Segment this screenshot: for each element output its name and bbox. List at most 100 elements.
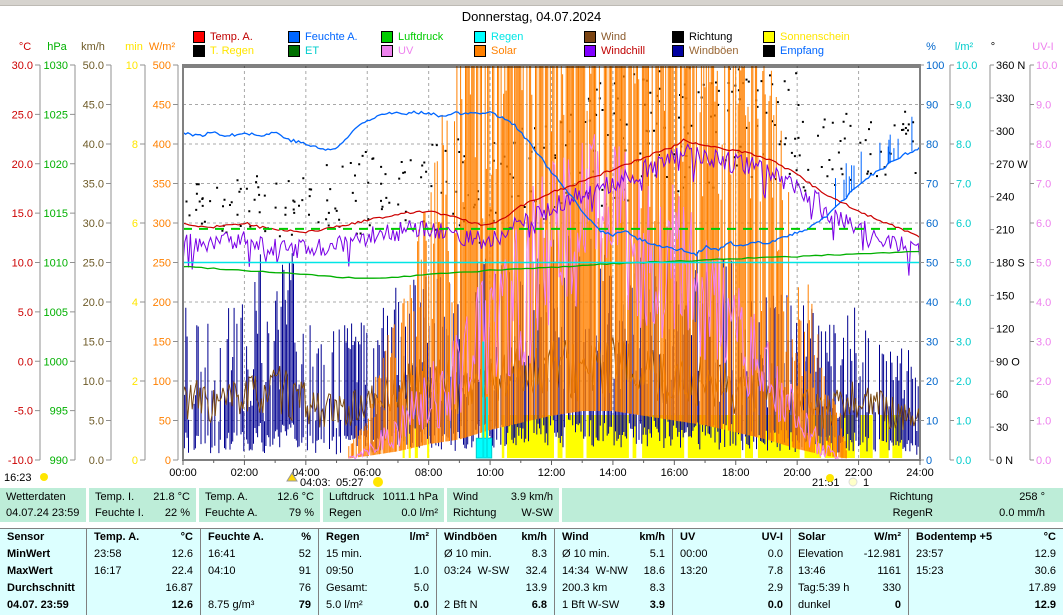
stats-col-unit: °C — [1043, 531, 1056, 543]
legend-color-box — [288, 31, 300, 43]
band-value: 12.6 °C — [277, 490, 314, 503]
stats-col-name: UV — [680, 531, 696, 543]
axis-tick-label: 25.0 — [83, 258, 104, 270]
axis-tick-label: 6.0 — [956, 218, 971, 230]
axis-right-3: UV-I 10.0 9.0 8.0 7.0 6.0 5.0 4.0 3.0 2.0 1.0 0.0 — [1029, 41, 1057, 467]
band-label: Richtung — [453, 506, 497, 519]
axis-tick-label: 1.0 — [956, 416, 971, 428]
axis-tick-label: 25.0 — [12, 109, 33, 121]
stats-column-feuchte-a-: Feuchte A.% 16:41 52 04:10 91 76 8.75 g/m³ 79 — [200, 529, 318, 615]
stats-cell-value: 13.9 — [525, 582, 547, 594]
axis-tick-label: 360 N — [996, 60, 1025, 72]
legend-item-uv: UV — [381, 45, 413, 57]
stats-cell-value: 91 — [298, 565, 311, 577]
band-label: Luftdruck — [329, 490, 375, 503]
axis-unit-label: min — [125, 41, 143, 53]
legend-label: Luftdruck — [398, 31, 444, 43]
legend-label: Solar — [491, 45, 517, 57]
x-tick-label: 02:00 — [231, 467, 259, 479]
sunrise-icon — [286, 472, 298, 482]
legend-color-box — [672, 31, 684, 43]
stats-table: Sensor MinWert MaxWert Durchschnitt 04.07. 2… — [0, 528, 1063, 615]
axis-tick-label: 35.0 — [83, 179, 104, 191]
axis-left-1: hPa 1030 1025 1020 1015 1010 1005 1000 995 990 — [44, 41, 76, 467]
band-value: 3.9 km/h — [510, 490, 553, 503]
axis-tick-label: 15.0 — [12, 208, 33, 220]
axis-tick-label: 30.0 — [83, 218, 104, 230]
axis-tick-label: 10.0 — [83, 376, 104, 388]
legend-color-box — [474, 45, 486, 57]
axis-left-3: min 10 8 6 4 2 0 — [125, 41, 146, 467]
axis-tick-label: 1020 — [44, 159, 68, 171]
legend-item-richtung: Richtung — [672, 31, 732, 43]
x-axis: 00:00 02:00 04:00 06:00 08:00 10:00 12:00 14:00… — [169, 460, 934, 479]
page-title: Donnerstag, 04.07.2024 — [461, 9, 602, 24]
axis-left-0: °C 30.0 25.0 20.0 15.0 10.0 5.0 0.0 -5.0 -10.0 — [8, 41, 41, 467]
stats-cell-value: 0.0 — [767, 599, 783, 611]
stats-cell-detail: 00:00 — [680, 548, 708, 560]
stats-cell-detail: 16:41 — [208, 548, 236, 560]
axis-tick-label: 4.0 — [1036, 297, 1051, 309]
stats-column-wind: Wind km/h Ø 10 min. 5.1 14:34 W-NW 18.6 200.3 … — [554, 529, 672, 615]
axis-tick-label: 10.0 — [12, 258, 33, 270]
axis-tick-label: 0 N — [996, 455, 1013, 467]
axis-tick-label: 10.0 — [1036, 60, 1057, 72]
sunset-icon — [826, 474, 834, 482]
x-tick-label: 16:00 — [661, 467, 689, 479]
axis-tick-label: 9.0 — [1036, 100, 1051, 112]
axis-tick-label: 20.0 — [83, 297, 104, 309]
annotations: 16:23 04:03: 05:27 21:51 1 — [4, 472, 869, 487]
stats-col-name: Regen — [326, 531, 360, 543]
x-tick-label: 18:00 — [722, 467, 750, 479]
stats-col-unit: UV-I — [761, 531, 783, 543]
stats-cell-value: 8.3 — [531, 548, 547, 560]
axis-tick-label: 5.0 — [956, 258, 971, 270]
axis-unit-label: W/m² — [149, 41, 176, 53]
axis-tick-label: 250 — [153, 258, 171, 270]
stats-cell-detail: 2 Bft N — [444, 599, 478, 611]
stats-cell-detail: 15:23 — [916, 565, 944, 577]
axis-tick-label: 20.0 — [12, 159, 33, 171]
stats-cell-detail: 13:46 — [798, 565, 826, 577]
axis-tick-label: 7.0 — [956, 179, 971, 191]
stats-cell-value: 2.9 — [767, 582, 783, 594]
axis-tick-label: 90 — [926, 100, 938, 112]
axis-tick-label: 6.0 — [1036, 218, 1051, 230]
axis-tick-label: 45.0 — [83, 100, 104, 112]
legend-color-box — [763, 31, 775, 43]
axis-tick-label: 210 — [996, 225, 1014, 237]
stats-cell-value: 0 — [894, 599, 901, 611]
band-group-1: Temp. A. 12.6 °C Feuchte A. 79 % — [199, 488, 320, 522]
stats-cell-value: 30.6 — [1034, 565, 1056, 577]
axis-unit-label: ° — [991, 41, 995, 53]
axis-tick-label: 0.0 — [18, 356, 33, 368]
axis-tick-label: 50.0 — [83, 60, 104, 72]
axis-tick-label: 1005 — [44, 307, 68, 319]
axis-tick-label: 0.0 — [1036, 455, 1051, 467]
axis-tick-label: 8.0 — [956, 139, 971, 151]
stats-row-label: MaxWert — [7, 565, 53, 577]
stats-column-temp-a-: Temp. A. °C 23:58 12.6 16:17 22.4 16.87 12.6 — [86, 529, 200, 615]
band-label: Temp. I. — [95, 490, 135, 503]
stats-cell-value: 6.8 — [531, 599, 547, 611]
stats-row-label: Durchschnitt — [7, 582, 75, 594]
series-feuchte — [182, 110, 921, 257]
stats-col-unit: °C — [180, 531, 193, 543]
axis-tick-label: 3.0 — [1036, 337, 1051, 349]
stats-cell-detail: 200.3 km — [562, 582, 608, 594]
stats-cell-detail: 16:17 — [94, 565, 122, 577]
stats-row-label: MinWert — [7, 548, 51, 560]
legend-label: Sonnenschein — [780, 31, 850, 43]
axis-tick-label: 8.0 — [1036, 139, 1051, 151]
series-luftdruck — [182, 250, 921, 279]
stats-col-name: Windböen — [444, 531, 498, 543]
x-tick-label: 14:00 — [599, 467, 627, 479]
axis-left-2: km/h 50.0 45.0 40.0 35.0 30.0 25.0 20.0 15.0 10.0… — [81, 41, 112, 467]
sunrise-time: 05:27 — [336, 477, 364, 487]
stats-cell-detail: Ø 10 min. — [562, 548, 610, 560]
band-title: Wetterdaten — [6, 490, 66, 503]
axis-tick-label: 350 — [153, 179, 171, 191]
axis-tick-label: 90 O — [996, 356, 1020, 368]
axis-tick-label: 60 — [996, 389, 1008, 401]
